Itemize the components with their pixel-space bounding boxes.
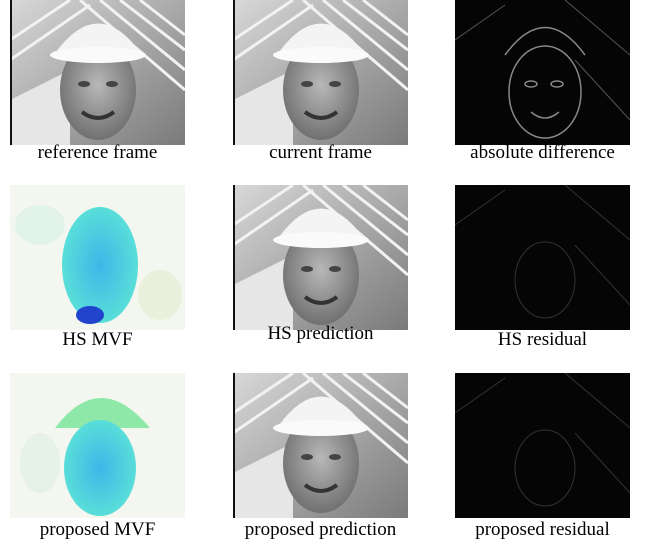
- panel-image: [10, 373, 185, 518]
- panel-image: [455, 0, 630, 145]
- panel-caption: current frame: [269, 142, 372, 163]
- panel-caption: HS MVF: [62, 329, 132, 350]
- panel-caption: proposed residual: [475, 519, 610, 540]
- panel-caption: proposed prediction: [245, 519, 397, 540]
- panel-caption: reference frame: [38, 142, 158, 163]
- panel-image: [233, 185, 408, 330]
- panel-image: [233, 373, 408, 518]
- panel-image: [10, 185, 185, 330]
- figure: reference frame current frame absolute dif…: [0, 0, 651, 549]
- panel-image: [233, 0, 408, 145]
- panel-caption: absolute difference: [470, 142, 615, 163]
- panel-image: [455, 185, 630, 330]
- panel-image: [455, 373, 630, 518]
- page: reference frame current frame absolute dif…: [0, 0, 651, 549]
- panel-image: [10, 0, 185, 145]
- panel-caption: HS residual: [498, 329, 587, 350]
- panel-caption: HS prediction: [267, 323, 374, 344]
- panel-caption: proposed MVF: [40, 519, 156, 540]
